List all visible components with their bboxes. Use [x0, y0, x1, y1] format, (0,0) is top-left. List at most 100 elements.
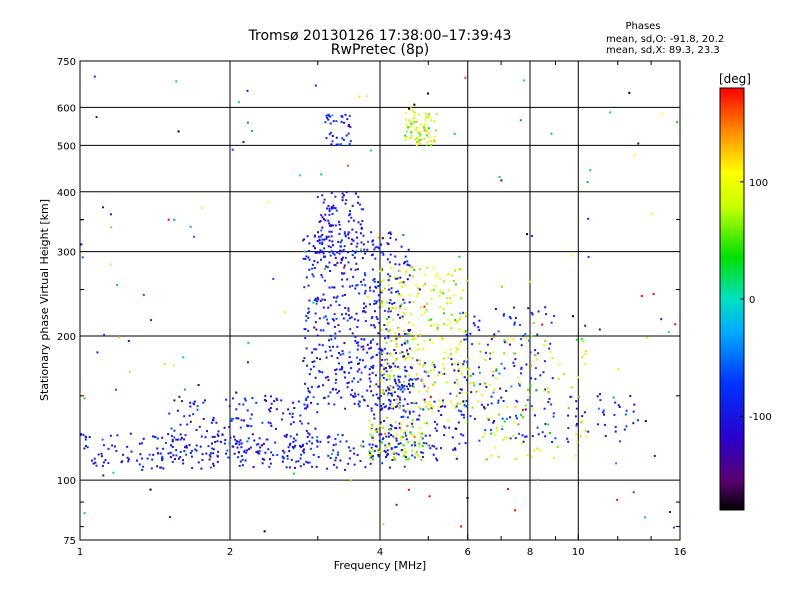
data-point: [238, 443, 241, 446]
data-point: [439, 405, 442, 408]
data-point: [398, 269, 401, 272]
data-point: [418, 359, 421, 362]
data-point: [436, 328, 439, 331]
data-point: [327, 118, 330, 121]
data-point: [351, 284, 354, 287]
data-point: [454, 448, 457, 451]
data-point: [329, 131, 332, 134]
data-point: [235, 391, 238, 394]
data-point: [102, 461, 105, 464]
data-point: [122, 453, 125, 456]
data-point: [348, 361, 350, 364]
data-point: [384, 337, 386, 340]
data-point: [97, 453, 100, 456]
data-point: [404, 134, 407, 137]
data-point: [544, 388, 546, 391]
data-point: [339, 353, 342, 356]
data-point: [191, 449, 193, 452]
data-point: [394, 263, 397, 266]
data-point: [146, 457, 149, 460]
data-point: [389, 354, 392, 357]
data-point: [319, 251, 322, 253]
data-point: [405, 111, 407, 114]
data-point: [313, 326, 316, 329]
data-point: [415, 129, 418, 132]
data-point: [201, 459, 204, 462]
data-point: [305, 315, 308, 317]
data-point: [167, 433, 170, 436]
data-point: [251, 433, 254, 436]
data-point: [403, 262, 405, 265]
data-point: [385, 341, 388, 344]
data-point: [292, 440, 295, 443]
data-point: [326, 116, 329, 119]
data-point: [423, 362, 426, 365]
data-point: [404, 255, 407, 258]
data-point: [408, 107, 411, 110]
data-point: [529, 384, 532, 387]
data-point: [404, 342, 406, 345]
data-point: [455, 405, 458, 408]
data-point: [424, 118, 427, 121]
data-point: [404, 339, 407, 342]
data-point: [464, 405, 467, 407]
data-point: [526, 399, 529, 401]
data-point: [394, 255, 397, 258]
data-point: [466, 361, 469, 364]
data-point: [459, 402, 462, 405]
data-point: [332, 244, 334, 247]
data-point: [327, 454, 330, 457]
data-point: [289, 435, 292, 438]
data-point: [138, 442, 141, 445]
data-point: [384, 287, 386, 290]
data-point: [353, 402, 356, 405]
x-tick-label: 8: [527, 547, 533, 558]
data-point: [408, 301, 411, 304]
data-point: [381, 303, 384, 306]
data-point: [379, 270, 382, 273]
data-point: [401, 384, 403, 386]
data-point: [308, 258, 311, 261]
data-point: [441, 399, 444, 402]
data-point: [267, 421, 270, 424]
data-point: [323, 396, 326, 399]
data-point: [411, 419, 414, 422]
data-point: [602, 409, 605, 412]
data-point: [567, 440, 570, 443]
data-point: [519, 382, 522, 385]
data-point: [632, 491, 635, 494]
data-point: [380, 328, 383, 331]
data-point: [418, 390, 421, 393]
data-point: [135, 459, 138, 462]
data-point: [468, 367, 471, 370]
data-point: [305, 319, 308, 322]
data-point: [171, 460, 174, 463]
data-point: [313, 260, 316, 262]
data-point: [373, 326, 376, 329]
data-point: [520, 338, 523, 340]
data-point: [319, 329, 322, 332]
data-point: [370, 324, 373, 327]
data-point: [577, 376, 580, 379]
data-point: [185, 453, 188, 456]
data-point: [305, 460, 308, 463]
data-point: [534, 378, 537, 380]
data-point: [546, 387, 549, 390]
data-point: [201, 453, 204, 456]
data-point: [307, 422, 310, 425]
data-point: [513, 306, 515, 309]
data-point: [410, 131, 413, 134]
data-point: [312, 275, 315, 278]
data-point: [402, 415, 405, 418]
data-point: [368, 450, 371, 453]
data-point: [347, 381, 350, 384]
data-point: [429, 395, 432, 398]
data-point: [301, 444, 304, 447]
data-point: [372, 367, 374, 369]
data-point: [372, 290, 375, 293]
data-point: [349, 317, 351, 320]
data-point: [397, 387, 400, 390]
data-point: [233, 452, 236, 455]
data-point: [302, 257, 305, 260]
data-point: [101, 465, 104, 467]
